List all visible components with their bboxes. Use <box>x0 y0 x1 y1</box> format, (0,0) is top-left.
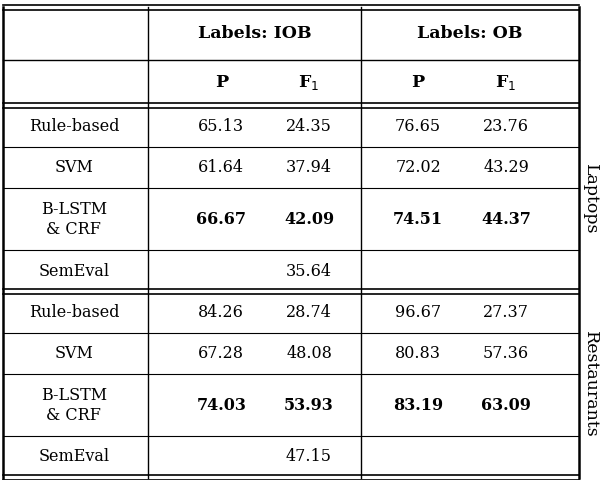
Text: 37.94: 37.94 <box>286 159 332 176</box>
Text: 63.09: 63.09 <box>481 397 531 414</box>
Text: Labels: IOB: Labels: IOB <box>198 25 311 42</box>
Text: 61.64: 61.64 <box>198 159 244 176</box>
Text: 47.15: 47.15 <box>286 448 332 466</box>
Text: 76.65: 76.65 <box>395 118 441 135</box>
Text: 43.29: 43.29 <box>483 159 529 176</box>
Text: 44.37: 44.37 <box>481 211 531 228</box>
Text: 35.64: 35.64 <box>286 263 332 279</box>
Text: Laptops: Laptops <box>582 164 599 234</box>
Text: Rule-based: Rule-based <box>28 304 119 321</box>
Text: 23.76: 23.76 <box>483 118 529 135</box>
Text: SVM: SVM <box>55 159 93 176</box>
Text: 42.09: 42.09 <box>284 211 334 228</box>
Text: P: P <box>411 74 425 91</box>
Text: Labels: OB: Labels: OB <box>417 25 522 42</box>
Text: 80.83: 80.83 <box>395 345 441 362</box>
Text: 72.02: 72.02 <box>395 159 441 176</box>
Text: B-LSTM
& CRF: B-LSTM & CRF <box>41 201 107 238</box>
Text: 65.13: 65.13 <box>198 118 244 135</box>
Text: Rule-based: Rule-based <box>28 118 119 135</box>
Text: SemEval: SemEval <box>38 448 110 466</box>
Text: SVM: SVM <box>55 345 93 362</box>
Text: 83.19: 83.19 <box>393 397 443 414</box>
Text: 74.03: 74.03 <box>196 397 246 414</box>
Text: 57.36: 57.36 <box>483 345 529 362</box>
Text: 66.67: 66.67 <box>196 211 246 228</box>
Text: 53.93: 53.93 <box>284 397 334 414</box>
Text: P: P <box>215 74 228 91</box>
Text: 74.51: 74.51 <box>393 211 443 228</box>
Text: 48.08: 48.08 <box>286 345 332 362</box>
Text: 24.35: 24.35 <box>286 118 332 135</box>
Text: F$_1$: F$_1$ <box>496 73 516 93</box>
Text: 67.28: 67.28 <box>198 345 244 362</box>
Text: 28.74: 28.74 <box>286 304 332 321</box>
Text: 27.37: 27.37 <box>483 304 529 321</box>
Text: F$_1$: F$_1$ <box>299 73 319 93</box>
Text: Restaurants: Restaurants <box>582 331 599 438</box>
Text: 96.67: 96.67 <box>395 304 441 321</box>
Text: SemEval: SemEval <box>38 263 110 279</box>
Text: B-LSTM
& CRF: B-LSTM & CRF <box>41 387 107 424</box>
Text: 84.26: 84.26 <box>198 304 244 321</box>
